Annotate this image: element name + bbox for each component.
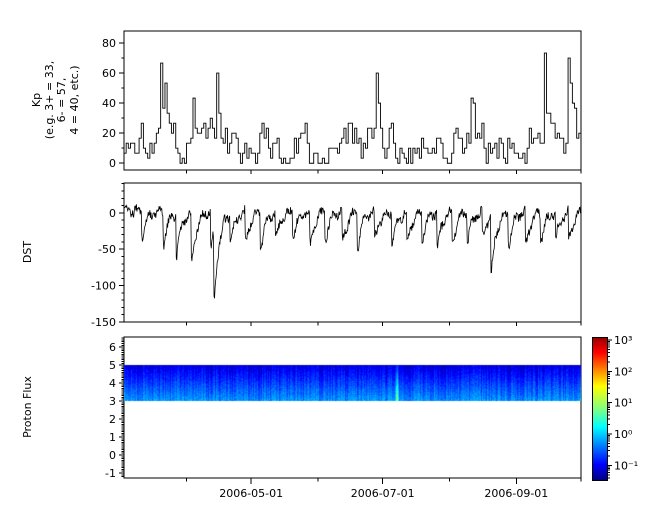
- kp-series-line: [124, 52, 581, 164]
- y-tick-label: 6: [109, 341, 116, 354]
- colorbar-tick-label: 10⁻¹: [614, 459, 638, 472]
- dst-plot: 0 -50 -100 -150: [91, 182, 582, 329]
- kp-plot: 0 20 40 60 80: [102, 30, 582, 174]
- y-tick-label: 1: [109, 431, 116, 444]
- colorbar-tick-label: 10¹: [614, 397, 632, 410]
- dst-frame: [123, 182, 582, 323]
- kp-series: [124, 52, 581, 164]
- y-tick-label: -100: [91, 280, 116, 293]
- y-tick-label: 0: [109, 207, 116, 220]
- proton-flux-axis-label: Proton Flux: [20, 376, 34, 438]
- y-tick-label: 80: [102, 37, 116, 50]
- y-tick-label: -150: [91, 316, 116, 329]
- dst-series-line: [123, 204, 582, 299]
- kp-axis-label: Kp (e.g. 3+ = 33, 6- = 57, 4 = 40, etc.): [30, 61, 81, 139]
- dst-series: [123, 204, 582, 299]
- kp-axis-label-line: 4 = 40, etc.): [67, 65, 81, 135]
- y-tick-label: -1: [105, 467, 116, 480]
- x-tick-label: 2006-05-01: [219, 487, 283, 500]
- x-tick-label: 2006-07-01: [351, 487, 415, 500]
- y-tick-label: 0: [109, 157, 116, 170]
- y-tick-label: 0: [109, 449, 116, 462]
- kp-axis-label-line: 6- = 57,: [55, 77, 68, 123]
- colorbar-tick-label: 10⁰: [614, 428, 633, 441]
- y-tick-label: 3: [109, 395, 116, 408]
- y-tick-label: 20: [102, 127, 116, 140]
- dst-axis-label: DST: [20, 240, 34, 264]
- colorbar-ticks: 10³ 10² 10¹ 10⁰ 10⁻¹: [608, 334, 638, 479]
- x-tick-label: 2006-09-01: [484, 487, 548, 500]
- colorbar-tick-label: 10²: [614, 365, 632, 378]
- y-tick-label: 2: [109, 413, 116, 426]
- colorbar-tick-label: 10³: [614, 334, 632, 347]
- y-tick-label: 40: [102, 97, 116, 110]
- kp-axis-label-line: Kp: [30, 92, 43, 108]
- y-tick-label: -50: [98, 243, 116, 256]
- proton-flux-heatmap: [124, 337, 581, 478]
- y-tick-label: 5: [109, 359, 116, 372]
- colorbar-gradient: [592, 337, 608, 481]
- y-tick-label: 60: [102, 67, 116, 80]
- kp-frame: [123, 30, 582, 171]
- y-tick-label: 4: [109, 377, 116, 390]
